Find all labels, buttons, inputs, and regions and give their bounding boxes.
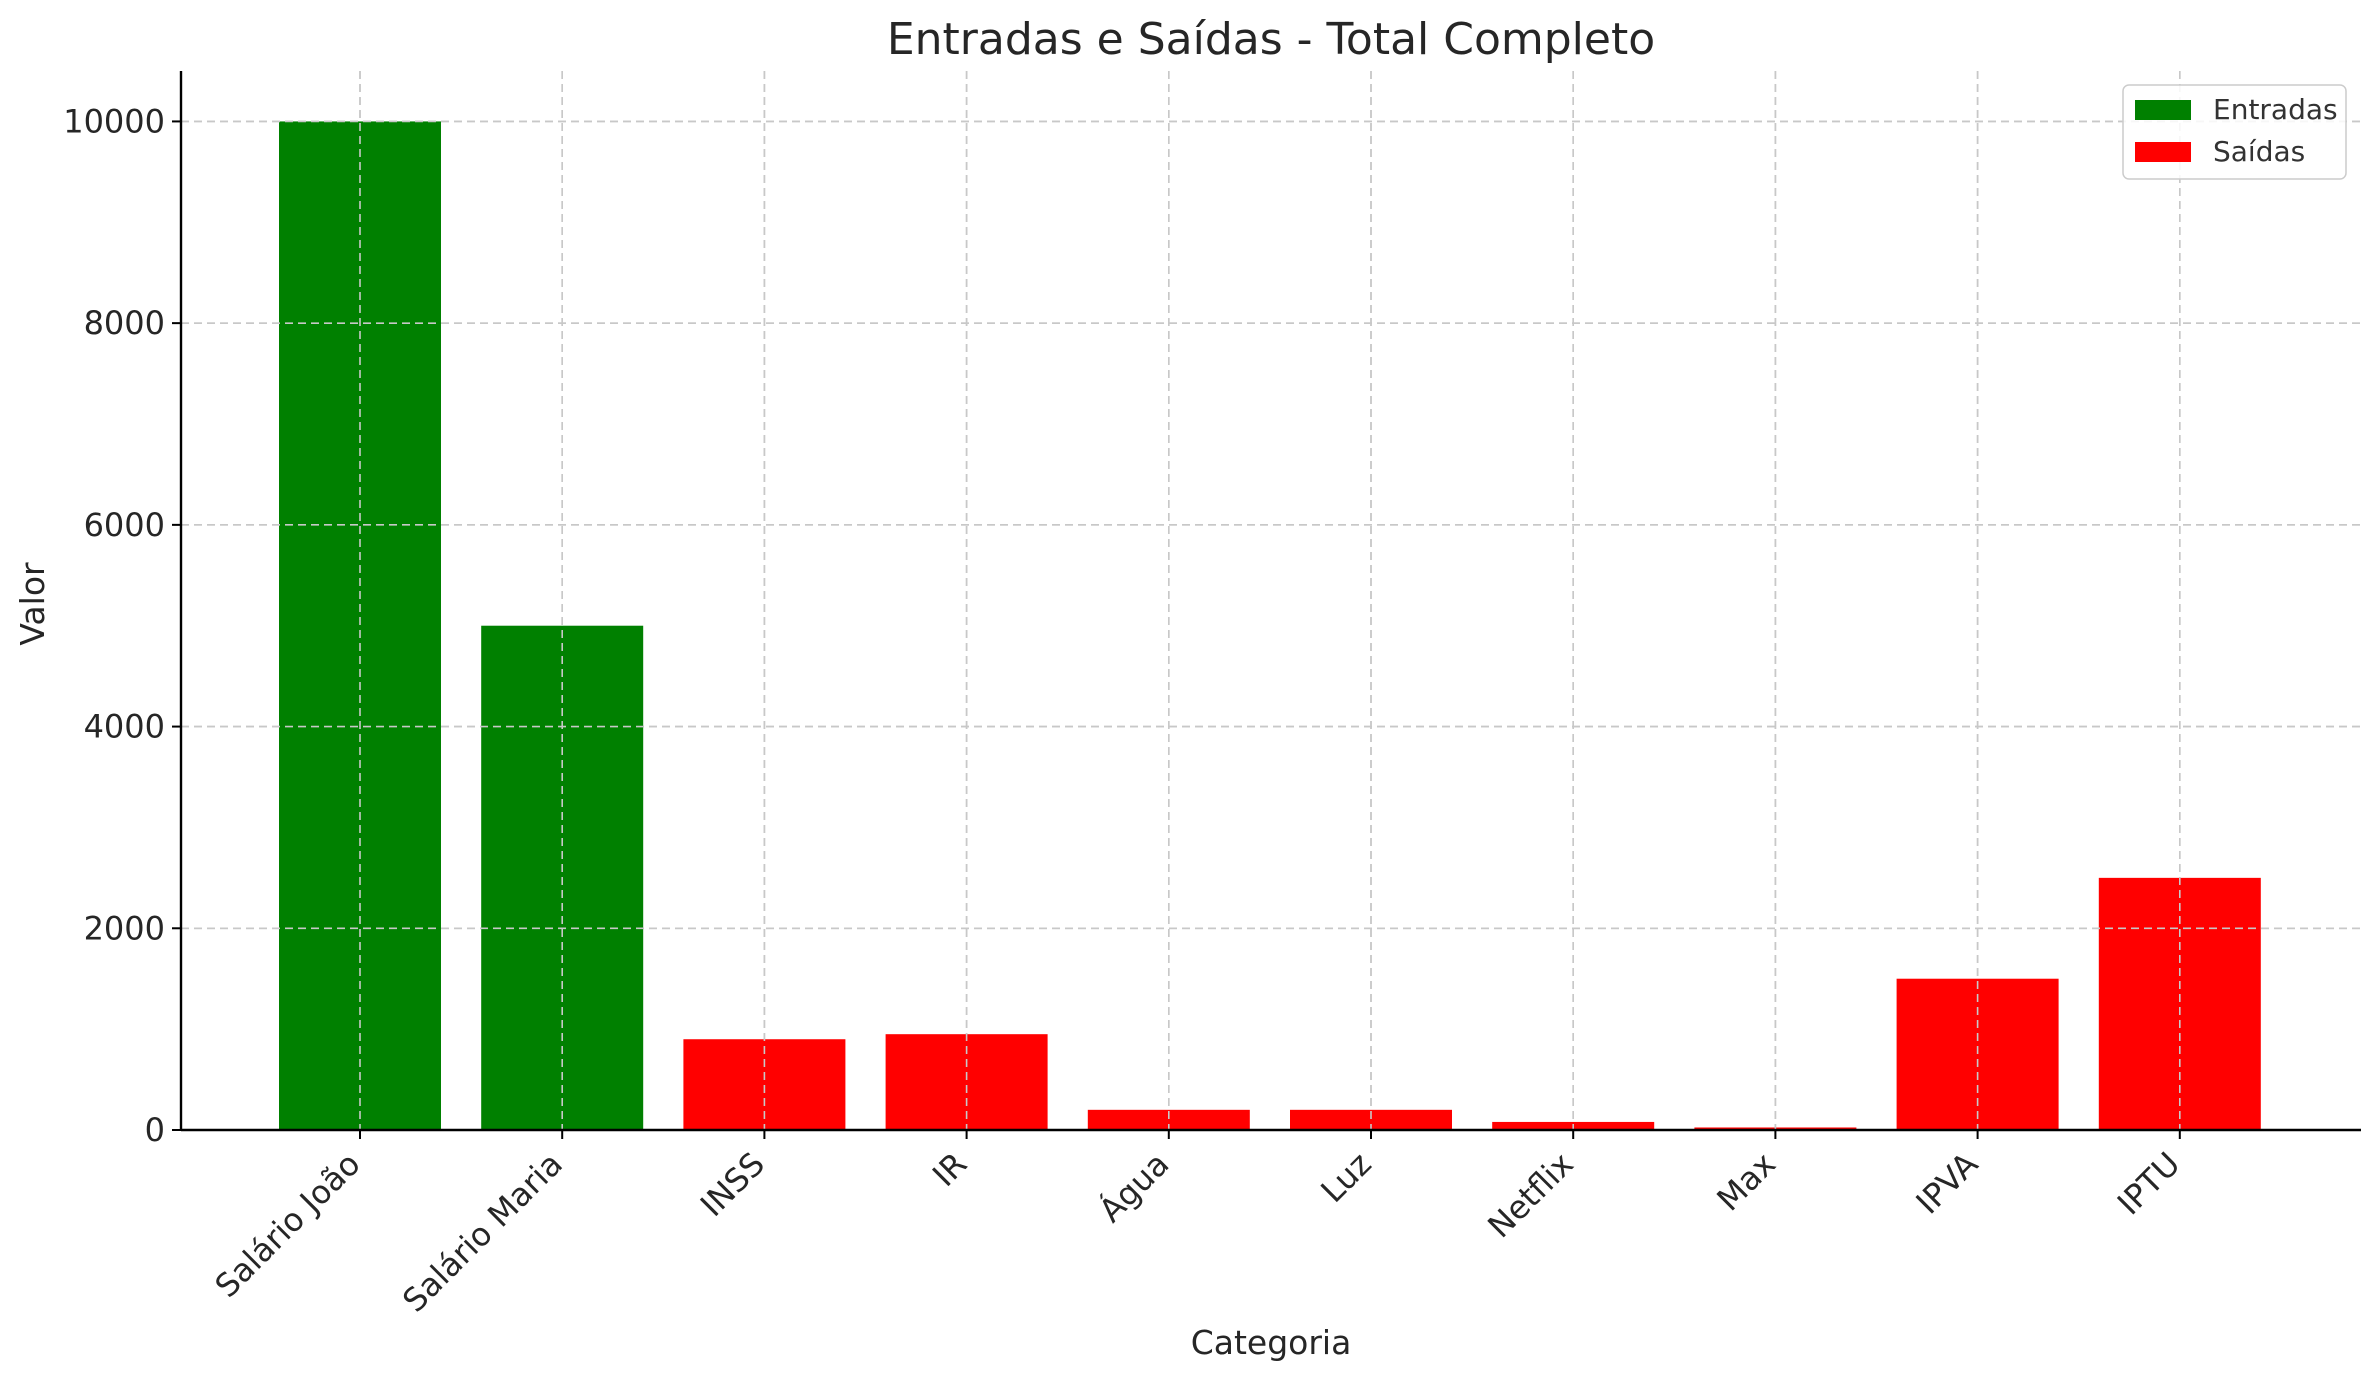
x-tick-label-max: Max <box>1709 1145 1783 1219</box>
x-tick-label-ipva: IPVA <box>1909 1145 1986 1222</box>
x-tick-label-iptu: IPTU <box>2110 1145 2188 1223</box>
x-tick-label-salario-maria: Salário Maria <box>395 1145 570 1320</box>
axes <box>179 71 2361 1132</box>
legend-swatch-entradas <box>2135 100 2191 120</box>
legend-label-entradas: Entradas <box>2213 93 2338 126</box>
legend-label-saidas: Saídas <box>2213 135 2305 168</box>
x-tick-label-agua: Água <box>1092 1145 1177 1230</box>
bar-agua <box>1087 1109 1250 1130</box>
y-tick-label: 8000 <box>84 304 165 342</box>
x-tick-label-ir: IR <box>925 1145 974 1194</box>
x-tick-label-luz: Luz <box>1313 1145 1378 1210</box>
bars <box>181 71 2361 1130</box>
y-tick-label: 0 <box>145 1111 165 1149</box>
y-tick-label: 10000 <box>63 102 165 140</box>
legend: Entradas Saídas <box>2122 84 2347 180</box>
x-tick-label-salario-joao: Salário João <box>208 1145 368 1305</box>
x-tick-label-inss: INSS <box>693 1145 772 1224</box>
y-axis-ticks: 0 2000 4000 6000 8000 10000 <box>63 102 181 1149</box>
chart-title: Entradas e Saídas - Total Completo <box>887 14 1655 65</box>
y-axis-label: Valor <box>13 562 52 646</box>
x-axis-ticks: Salário João Salário Maria INSS IR Água Luz Ne… <box>208 1130 2188 1320</box>
legend-swatch-saidas <box>2135 142 2191 162</box>
x-tick-label-netflix: Netflix <box>1480 1145 1581 1246</box>
y-tick-label: 6000 <box>84 506 165 544</box>
y-tick-label: 2000 <box>84 909 165 947</box>
x-axis-label: Categoria <box>1191 1323 1352 1362</box>
bar-luz <box>1290 1109 1452 1130</box>
y-tick-label: 4000 <box>84 708 165 746</box>
